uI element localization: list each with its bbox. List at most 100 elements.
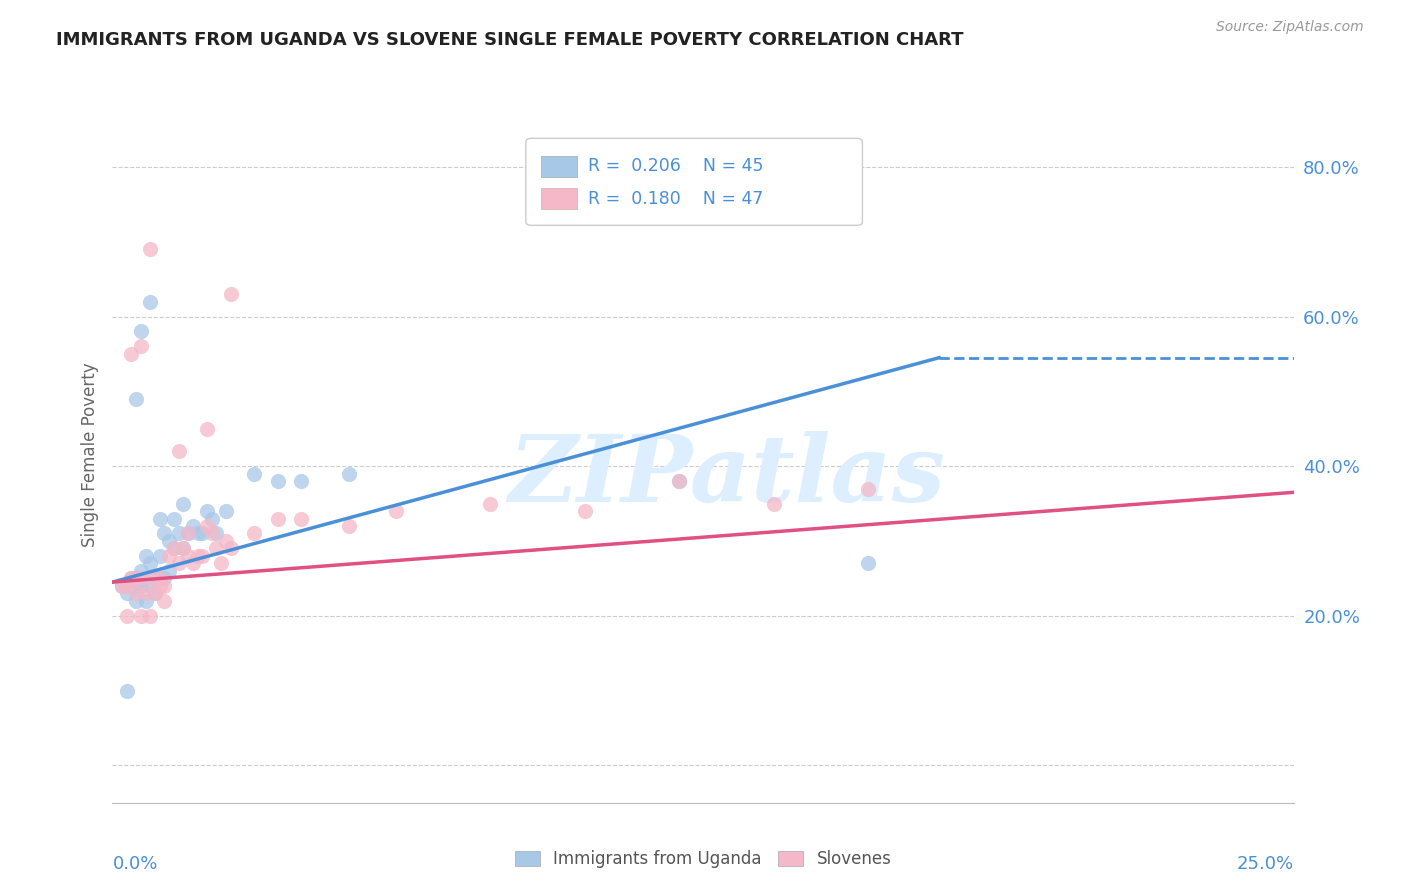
- Point: [120, 571, 142, 585]
- Point: [129, 579, 152, 593]
- Point: [167, 557, 190, 571]
- Point: [111, 579, 134, 593]
- Point: [125, 594, 148, 608]
- Point: [139, 294, 162, 309]
- Point: [290, 511, 312, 525]
- Point: [209, 557, 232, 571]
- Point: [243, 467, 266, 481]
- Point: [267, 511, 290, 525]
- Point: [139, 571, 162, 585]
- Point: [139, 242, 162, 256]
- Point: [129, 339, 152, 353]
- Point: [267, 474, 290, 488]
- Point: [125, 392, 148, 406]
- Point: [762, 497, 785, 511]
- Point: [167, 526, 190, 541]
- Text: Source: ZipAtlas.com: Source: ZipAtlas.com: [1216, 20, 1364, 34]
- Point: [219, 541, 242, 556]
- FancyBboxPatch shape: [526, 138, 862, 226]
- Point: [120, 347, 142, 361]
- Point: [115, 608, 138, 623]
- Point: [385, 504, 408, 518]
- Point: [172, 541, 194, 556]
- Point: [858, 557, 880, 571]
- Point: [129, 571, 152, 585]
- Point: [215, 504, 238, 518]
- Point: [668, 474, 690, 488]
- Point: [153, 526, 176, 541]
- Text: ZIPatlas: ZIPatlas: [508, 431, 945, 521]
- Point: [135, 586, 157, 600]
- Point: [111, 579, 134, 593]
- Point: [139, 579, 162, 593]
- Point: [186, 526, 208, 541]
- Point: [163, 511, 186, 525]
- Point: [290, 474, 312, 488]
- Point: [172, 497, 194, 511]
- Point: [125, 571, 148, 585]
- Point: [195, 504, 218, 518]
- Point: [129, 608, 152, 623]
- Point: [181, 557, 204, 571]
- Point: [195, 519, 218, 533]
- Point: [115, 683, 138, 698]
- Point: [177, 526, 200, 541]
- Point: [153, 571, 176, 585]
- Point: [115, 579, 138, 593]
- Point: [149, 579, 172, 593]
- Point: [120, 571, 142, 585]
- Point: [201, 511, 224, 525]
- Point: [149, 511, 172, 525]
- FancyBboxPatch shape: [541, 188, 576, 210]
- Text: IMMIGRANTS FROM UGANDA VS SLOVENE SINGLE FEMALE POVERTY CORRELATION CHART: IMMIGRANTS FROM UGANDA VS SLOVENE SINGLE…: [56, 31, 963, 49]
- Point: [120, 579, 142, 593]
- FancyBboxPatch shape: [541, 156, 576, 177]
- Point: [129, 564, 152, 578]
- Point: [149, 549, 172, 563]
- Point: [172, 541, 194, 556]
- Point: [143, 571, 166, 585]
- Point: [668, 474, 690, 488]
- Point: [574, 504, 596, 518]
- Point: [149, 571, 172, 585]
- Point: [135, 549, 157, 563]
- Point: [337, 519, 360, 533]
- Point: [163, 541, 186, 556]
- Point: [479, 497, 502, 511]
- Point: [191, 526, 214, 541]
- Point: [177, 549, 200, 563]
- Point: [205, 526, 228, 541]
- Point: [219, 287, 242, 301]
- Point: [143, 586, 166, 600]
- Text: R =  0.180    N = 47: R = 0.180 N = 47: [589, 190, 763, 208]
- Point: [243, 526, 266, 541]
- Point: [157, 549, 180, 563]
- Point: [215, 533, 238, 548]
- Point: [125, 571, 148, 585]
- Text: R =  0.206    N = 45: R = 0.206 N = 45: [589, 157, 763, 175]
- Point: [149, 571, 172, 585]
- Text: 0.0%: 0.0%: [112, 855, 157, 873]
- Point: [115, 586, 138, 600]
- Point: [181, 519, 204, 533]
- Point: [858, 482, 880, 496]
- Point: [177, 526, 200, 541]
- Point: [186, 549, 208, 563]
- Point: [195, 422, 218, 436]
- Point: [157, 564, 180, 578]
- Point: [153, 594, 176, 608]
- Point: [125, 586, 148, 600]
- Legend: Immigrants from Uganda, Slovenes: Immigrants from Uganda, Slovenes: [508, 843, 898, 874]
- Point: [125, 579, 148, 593]
- Point: [191, 549, 214, 563]
- Point: [129, 325, 152, 339]
- Point: [337, 467, 360, 481]
- Point: [201, 526, 224, 541]
- Point: [153, 579, 176, 593]
- Point: [167, 444, 190, 458]
- Y-axis label: Single Female Poverty: Single Female Poverty: [80, 363, 98, 547]
- Point: [139, 608, 162, 623]
- Point: [157, 533, 180, 548]
- Point: [163, 541, 186, 556]
- Point: [135, 594, 157, 608]
